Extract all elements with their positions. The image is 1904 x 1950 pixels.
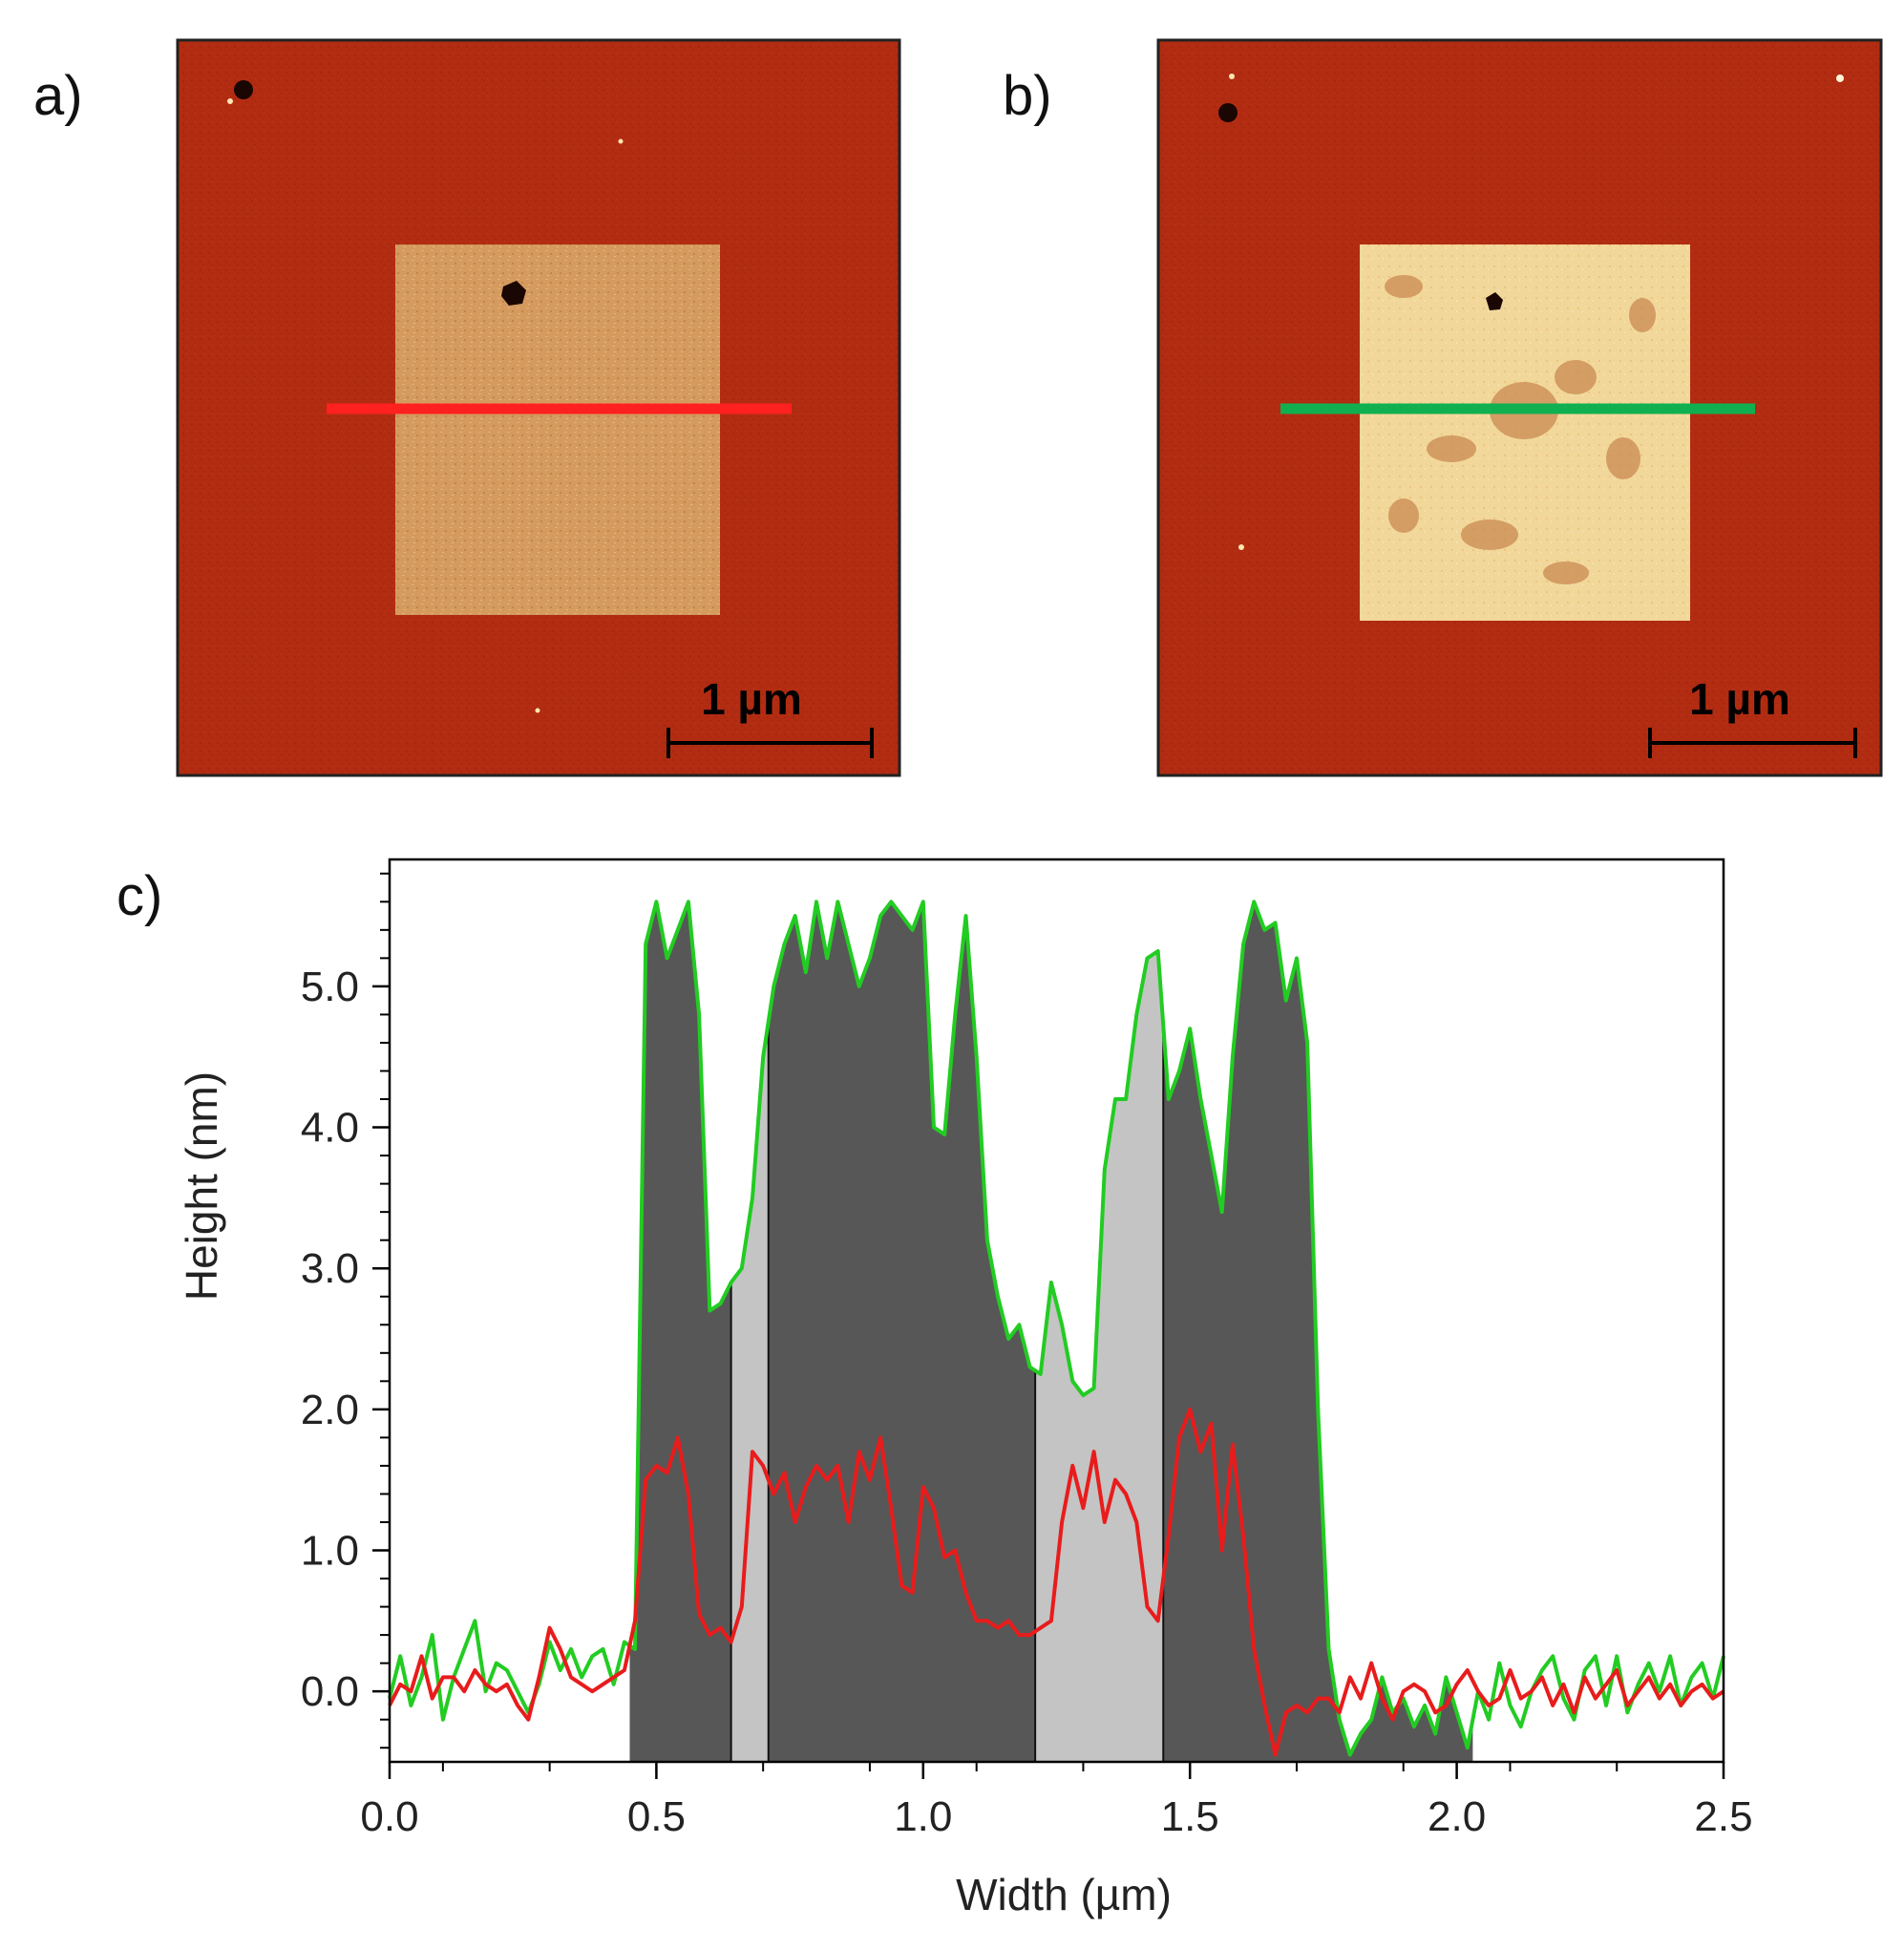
y-tick-label: 2.0 [301, 1387, 359, 1433]
shaded-region-light [1035, 951, 1164, 1762]
shaded-region-dark [768, 901, 1036, 1762]
panel-b-speck [1238, 544, 1244, 550]
panel-b-speck [1229, 74, 1235, 79]
panel-b: b) 1 µm [1003, 38, 1883, 777]
panel-a-speck [535, 708, 540, 713]
panel-b-scale-bar [1648, 728, 1857, 758]
panel-a-defect [234, 80, 253, 99]
x-axis-label: Width (µm) [956, 1870, 1172, 1919]
panel-a-pattern-square [395, 244, 720, 615]
panel-a-defect [501, 281, 526, 306]
y-tick-label: 1.0 [301, 1528, 359, 1575]
y-tick-label: 0.0 [301, 1668, 359, 1715]
panel-a-label: a) [33, 65, 83, 127]
plot-frame [388, 858, 1725, 1764]
shaded-region-dark [629, 901, 731, 1762]
x-tick-label: 1.0 [894, 1793, 952, 1840]
panel-b-scale-label: 1 µm [1689, 674, 1790, 724]
y-axis-label: Height (nm) [177, 1071, 226, 1301]
panel-b-defect [1218, 103, 1238, 122]
y-tick-label: 3.0 [301, 1245, 359, 1292]
panel-c: c) 0.0 0.5 1.0 1.5 2.0 2.50.01.02.03.04.05.0 … [116, 858, 1753, 1919]
series-line [388, 1407, 1725, 1757]
y-tick-label: 5.0 [301, 964, 359, 1010]
panel-a-scale-bar [666, 728, 874, 758]
shaded-region-light [730, 1021, 769, 1762]
shaded-region-dark [1163, 901, 1473, 1762]
panel-b-defect [1486, 292, 1503, 310]
y-tick-label: 4.0 [301, 1105, 359, 1152]
panel-a-speck [227, 98, 233, 104]
x-tick-label: 0.0 [360, 1793, 418, 1840]
height-profile-chart: 0.0 0.5 1.0 1.5 2.0 2.5 0.0 1.0 2.0 3.0 4.0 5.0 [301, 858, 1753, 1840]
x-tick-label: 1.5 [1161, 1793, 1219, 1840]
panel-c-label: c) [116, 865, 162, 927]
x-tick-label: 2.5 [1694, 1793, 1752, 1840]
panel-a: a) 1 µm [33, 38, 901, 777]
panel-b-label: b) [1003, 65, 1052, 127]
x-tick-label: 2.0 [1428, 1793, 1486, 1840]
panel-a-speck [618, 138, 624, 144]
panel-b-speck [1836, 74, 1844, 82]
x-tick-label: 0.5 [627, 1793, 686, 1840]
panel-a-scale-label: 1 µm [701, 674, 802, 724]
